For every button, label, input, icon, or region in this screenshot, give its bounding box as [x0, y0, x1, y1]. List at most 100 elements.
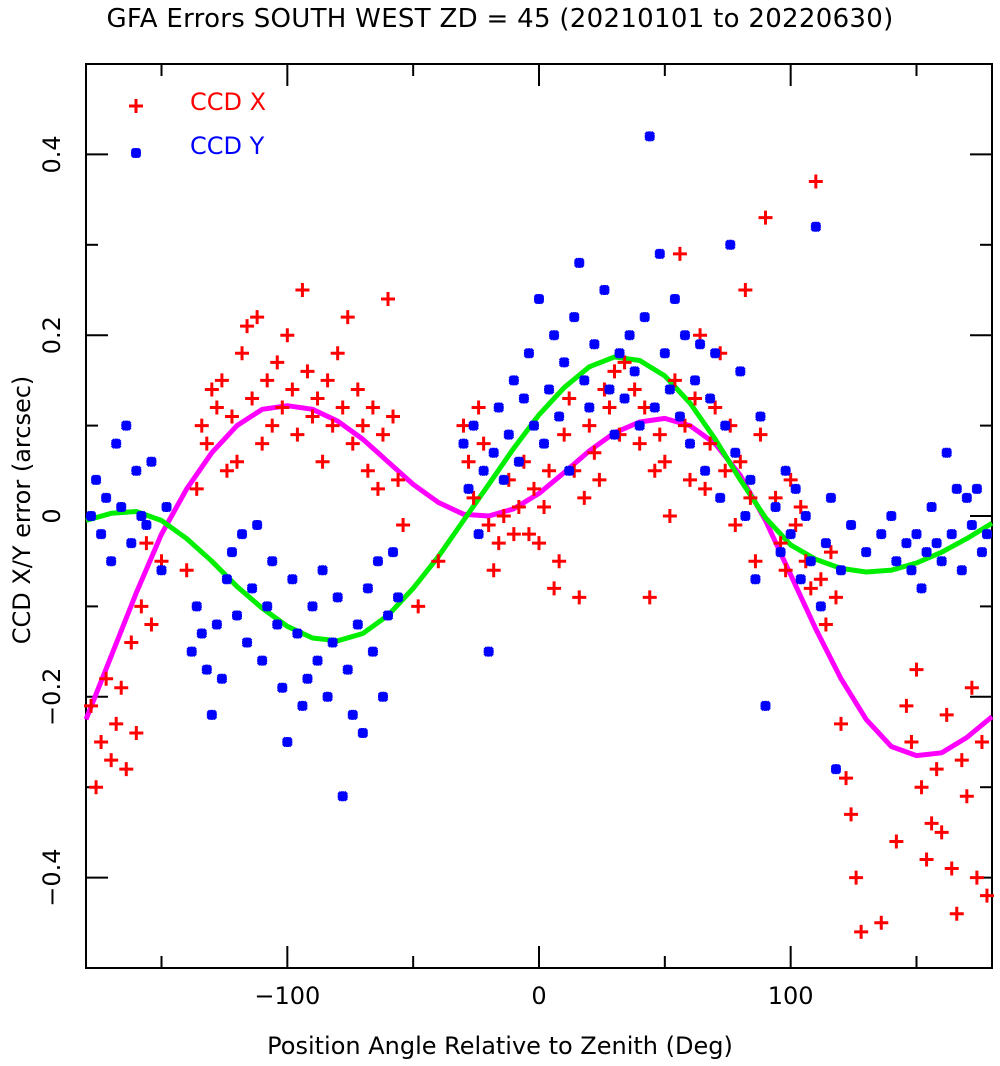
ccd-x-point: [854, 924, 869, 939]
ccd-y-point: [211, 619, 223, 630]
ccd-y-point: [362, 583, 374, 594]
ccd-x-point: [471, 400, 486, 415]
ccd-y-point: [478, 465, 489, 477]
ccd-y-point: [317, 565, 328, 576]
ccd-y-point: [679, 329, 691, 341]
ccd-y-point: [367, 646, 379, 657]
ccd-x-point: [476, 436, 491, 451]
ccd-y-point: [538, 438, 550, 449]
ccd-x-point: [758, 210, 773, 225]
ccd-x-point: [456, 418, 471, 433]
ccd-x-point: [778, 563, 793, 578]
ccd-y-point: [634, 420, 645, 431]
ccd-y-point: [548, 329, 560, 341]
ccd-x-point: [526, 481, 541, 496]
ccd-x-point: [959, 789, 974, 804]
ccd-x-point: [381, 292, 395, 307]
ccd-y-point: [312, 655, 323, 666]
ccd-x-point: [496, 509, 511, 523]
ccd-y-point: [574, 257, 585, 269]
ccd-x-point: [345, 436, 360, 451]
y-tick-label: 0.4: [38, 135, 66, 173]
legend-marker-ccd-y: [130, 147, 142, 159]
ccd-y-point: [971, 483, 983, 495]
ccd-x-point: [683, 472, 697, 487]
ccd-x-point: [572, 590, 587, 605]
ccd-y-point: [85, 510, 97, 522]
ccd-y-point: [161, 501, 172, 513]
ccd-x-point: [733, 454, 748, 469]
ccd-x-point: [728, 518, 743, 533]
ccd-x-point: [139, 536, 154, 551]
ccd-y-point: [282, 736, 293, 748]
ccd-x-point: [194, 418, 209, 433]
ccd-y-point: [800, 510, 812, 522]
ccd-x-point: [230, 454, 244, 469]
ccd-y-point: [266, 555, 278, 567]
ccd-y-point: [584, 402, 595, 413]
ccd-y-point: [156, 565, 167, 576]
ccd-x-point: [199, 436, 214, 451]
ccd-y-point: [790, 483, 801, 495]
ccd-x-point: [280, 328, 295, 343]
ccd-x-point: [396, 518, 411, 533]
legend-markers: [129, 99, 143, 159]
ccd-y-point: [860, 546, 872, 558]
ccd-y-point: [805, 555, 817, 567]
tick-labels: −100 0 100 −0.4 −0.2 0 0.2 0.4: [38, 135, 814, 1010]
ccd-x-point: [803, 581, 818, 596]
ccd-y-point: [770, 501, 781, 513]
ccd-y-point: [730, 447, 741, 458]
plot-frame: [85, 63, 993, 969]
ccd-y-point: [901, 537, 912, 549]
ccd-y-point: [105, 555, 117, 567]
ccd-y-point: [951, 483, 963, 495]
ccd-y-point: [463, 483, 474, 495]
ccd-y-point: [815, 601, 827, 612]
ccd-x-point: [934, 825, 949, 840]
ccd-y-point: [568, 311, 580, 323]
ccd-y-point: [347, 709, 359, 721]
ccd-y-point: [674, 411, 686, 422]
ccd-y-point: [498, 474, 510, 486]
ccd-x-point: [964, 680, 979, 695]
ccd-x-point: [300, 364, 315, 379]
ccd-x-point: [84, 698, 99, 713]
ccd-y-point: [961, 492, 973, 504]
y-tick-label: −0.2: [38, 668, 66, 726]
y-axis-label: CCD X/Y error (arcsec): [8, 375, 36, 645]
ccd-y-point: [981, 528, 993, 540]
ccd-y-point: [357, 727, 369, 739]
ccd-x-point: [969, 870, 984, 885]
ccd-x-point: [929, 762, 944, 777]
ccd-y-point: [719, 420, 731, 431]
ccd-y-point: [191, 601, 202, 612]
ccd-y-point: [126, 537, 137, 549]
ccd-x-point: [889, 834, 904, 849]
fit-lines: [83, 354, 994, 759]
data-points: [84, 131, 994, 939]
ccd-x-point: [481, 518, 496, 533]
x-tick-label: 100: [768, 982, 814, 1010]
ccd-x-point: [607, 364, 622, 379]
ccd-y-point: [468, 420, 479, 431]
ccd-x-point: [114, 680, 129, 695]
ccd-x-point: [275, 400, 290, 415]
ccd-y-point: [528, 420, 540, 431]
ccd-y-point: [186, 646, 197, 657]
ccd-y-point: [146, 456, 157, 467]
ccd-y-point: [579, 375, 590, 386]
ccd-x-point: [647, 463, 662, 478]
ccd-x-point: [783, 472, 798, 487]
ccd-x-point: [828, 590, 843, 605]
ccd-y-point: [327, 637, 338, 648]
ccd-x-point: [944, 861, 959, 876]
ccd-x-point: [577, 490, 592, 505]
ccd-x-point: [667, 373, 682, 388]
ccd-y-point: [926, 501, 937, 513]
ccd-y-point: [131, 465, 142, 477]
ccd-x-point: [708, 400, 723, 415]
ccd-x-point: [94, 735, 109, 749]
ccd-x-point: [677, 418, 692, 433]
ccd-x-point: [486, 563, 501, 578]
